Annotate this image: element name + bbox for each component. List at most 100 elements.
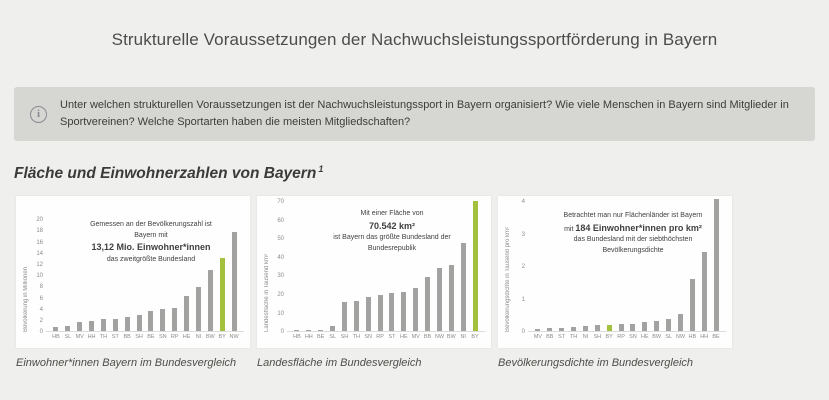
x-tick-label: BB [423,334,432,341]
bar-be [148,310,154,332]
bar-column-hh: HH [698,202,710,340]
bar-nw [231,231,237,332]
x-tick-label: HE [399,334,408,341]
y-tick-label: 12 [36,261,43,268]
bar-column-nw: NW [228,220,240,340]
x-tick-label: BW [205,334,215,341]
bar-column-sn: SN [157,220,169,340]
x-tick-label: HE [182,334,191,341]
bar-column-ni: NI [457,202,469,340]
x-tick-label: MV [533,334,543,341]
x-tick-label: SL [329,334,336,341]
bars-container: HB HH BE SL SH TH SN RP ST HE MV BB NW BW NI BY [287,201,485,340]
bar-hb [53,327,59,332]
x-tick-label: SL [665,334,672,341]
y-axis: 0 10 20 30 40 50 60 70 [273,199,287,336]
bar-column-bb: BB [544,202,556,340]
y-tick-label: 8 [39,284,43,291]
y-axis-label-wrap: Landesfläche in Tausend km² [263,200,273,332]
bar-column-sh: SH [339,202,351,340]
chart-annotation: Betrachtet man nur Flächenländer ist Bay… [542,211,724,256]
y-tick-label: 10 [277,310,284,317]
bar-st [112,319,118,332]
x-tick-label: SH [135,334,143,341]
bar-sn [630,324,636,332]
annotation-line: das Bundesland mit der siebthöchsten [573,236,693,244]
x-tick-label: NW [434,334,445,341]
x-tick-label: SN [629,334,637,341]
x-tick-label: TH [99,334,108,341]
x-tick-label: NI [195,334,202,341]
bar-by [606,325,612,332]
bar-column-nw: NW [434,202,446,340]
bar-hh [701,252,707,332]
x-tick-label: BB [546,334,554,341]
y-axis-label-wrap: Bevölkerung in Millionen [22,200,32,332]
bar-st [559,327,565,332]
x-tick-label: HB [688,334,697,341]
x-tick-label: HE [640,334,649,341]
y-axis-label-wrap: Bevölkerungsdichte in Tausend pro km² [504,200,514,332]
bar-column-st: ST [386,202,398,340]
page-title: Strukturelle Voraussetzungen der Nachwuc… [111,30,718,49]
bar-column-nw: NW [675,202,687,340]
y-tick-label: 3 [521,231,525,238]
bar-column-st: ST [556,202,568,340]
x-tick-label: BW [446,334,456,341]
chart-annotation: Mit einer Fläche von 70.542 km² ist Bayern… [301,209,483,254]
y-tick-label: 18 [36,228,43,235]
x-tick-label: SH [593,334,602,341]
x-tick-label: RP [617,334,625,341]
chart-caption-population: Einwohner*innen Bayern im Bundesvergleic… [16,357,237,370]
x-tick-label: BY [471,334,479,341]
chart-caption-area: Landesfläche im Bundesvergleich [257,357,422,370]
x-tick-label: HB [52,334,60,341]
bar-column-be: BE [315,202,327,340]
bar-bw [654,321,660,332]
bar-column-mv: MV [410,202,422,340]
bar-ni [195,286,201,332]
bars-container: MV BB ST TH NI SH BY RP SN HE BW SL NW HB HH BE [528,199,726,340]
bar-rp [377,294,383,332]
y-tick-label: 4 [39,306,43,313]
x-tick-label: HH [700,334,709,341]
bar-column-bw: BW [204,220,216,340]
x-tick-label: BY [218,334,226,341]
bar-column-th: TH [350,202,362,340]
bar-column-sl: SL [327,202,339,340]
bar-column-bb: BB [422,202,434,340]
bar-column-by: BY [603,202,615,340]
x-tick-label: BY [605,334,613,341]
y-tick-label: 0 [280,329,284,336]
section-heading: Fläche und Einwohnerzahlen von Bayern 1 [14,164,829,183]
chart-card-population: Bevölkerung in Millionen 0 2 4 6 8 10 12 14 16 18… [16,196,250,349]
bar-chart-population: Bevölkerung in Millionen 0 2 4 6 8 10 12 14 16 18… [22,200,244,340]
bar-column-bb: BB [121,220,133,340]
bar-th [100,319,106,332]
info-icon: i [30,105,47,123]
bar-column-hb: HB [291,202,303,340]
annotation-line: 13,12 Mio. Einwohner*innen [91,242,211,253]
bar-sl [666,318,672,332]
bar-column-be: BE [145,220,157,340]
y-tick-label: 10 [36,273,43,280]
x-tick-label: TH [569,334,578,341]
bar-column-rp: RP [169,220,181,340]
x-tick-label: BB [123,334,131,341]
bar-column-bw: BW [651,202,663,340]
bar-bb [124,317,130,332]
annotation-line: Betrachtet man nur Flächenländer ist Bay… [563,212,703,220]
bar-hh [89,320,95,332]
charts-row: Bevölkerung in Millionen 0 2 4 6 8 10 12 14 16 18… [16,196,829,349]
y-tick-label: 40 [277,254,284,261]
chart-card-area: Landesfläche in Tausend km² 0 10 20 30 40 50 6… [257,196,491,349]
x-tick-label: BW [652,334,662,341]
bar-rp [618,324,624,332]
y-tick-label: 70 [277,199,284,206]
bar-bb [547,328,553,332]
x-tick-label: HH [87,334,96,341]
annotation-line: ist Bayern das größte Bundesland der [333,234,451,242]
annotation-line: Bayern mit [134,231,168,239]
x-tick-label: NI [460,334,466,341]
bar-bw [207,269,213,332]
